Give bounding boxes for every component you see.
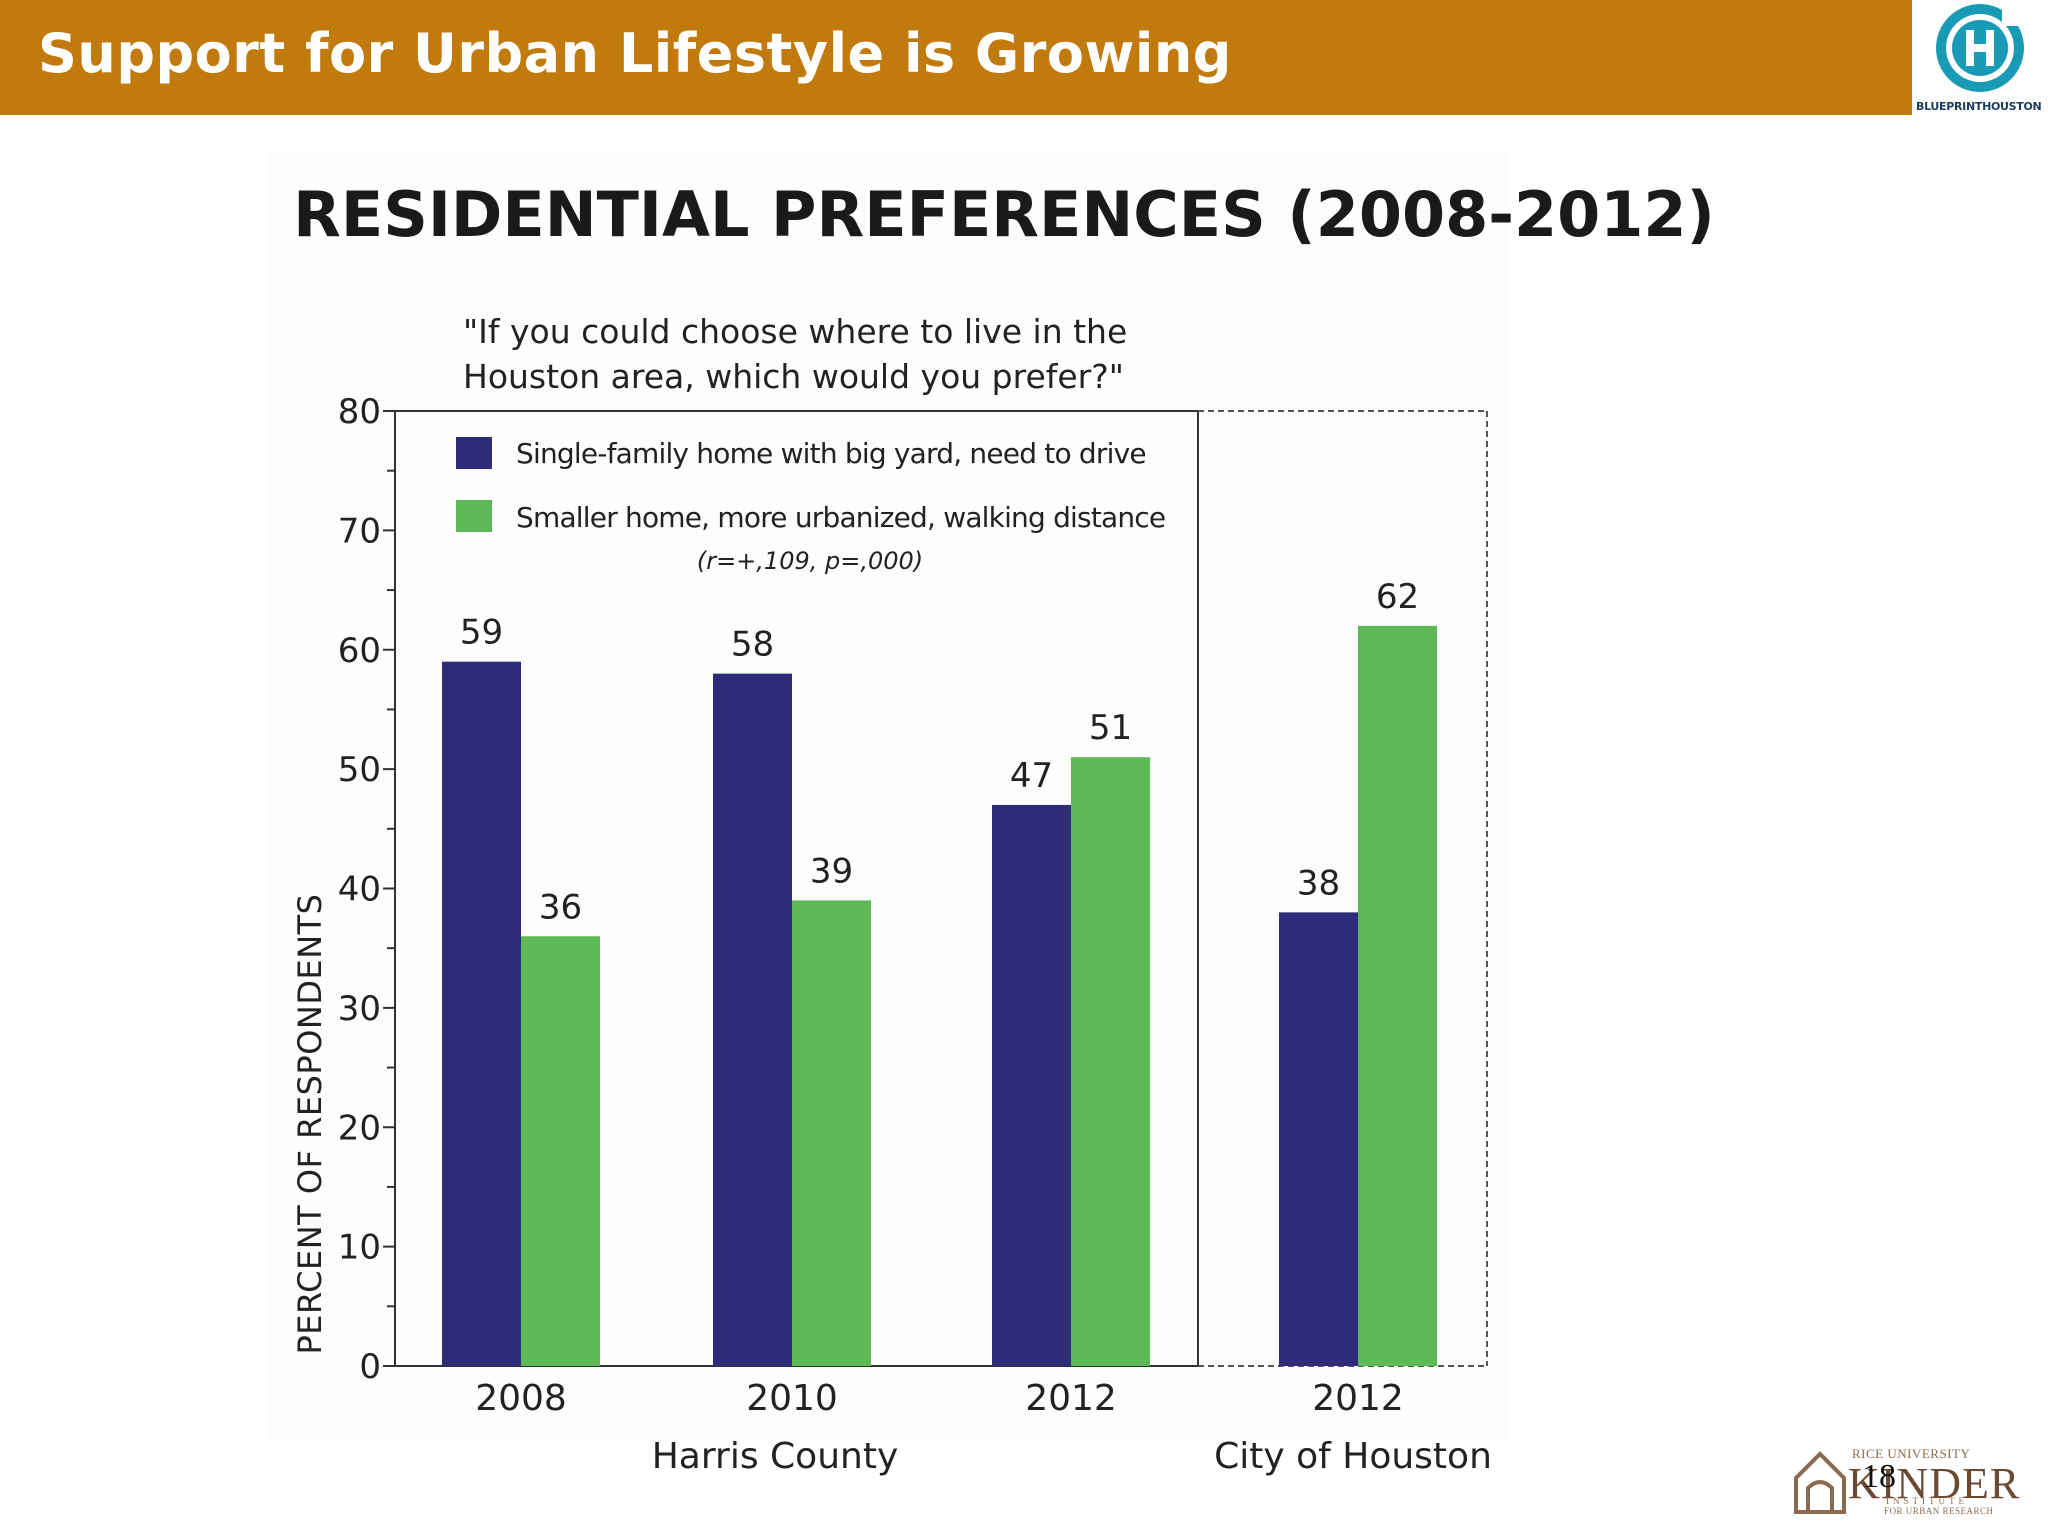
group-label-city-of-houston: City of Houston	[1214, 1436, 1492, 1477]
header-bar: Support for Urban Lifestyle is Growing	[0, 0, 1912, 115]
x-axis: 2008 2010 2012 2012 Harris County City of Hou…	[475, 1378, 1492, 1477]
data-label-series-1-cat-3: 62	[1376, 577, 1419, 617]
legend-swatch-single-family	[456, 437, 492, 469]
x-tick-label-3: 2012	[1312, 1378, 1404, 1419]
x-tick-label-1: 2010	[746, 1378, 838, 1419]
group-label-harris-county: Harris County	[652, 1436, 899, 1477]
data-label-series-1-cat-0: 36	[539, 887, 582, 927]
bar-series-0-cat-0	[442, 661, 521, 1366]
y-tick-label-80: 80	[338, 392, 381, 432]
x-tick-label-2: 2012	[1025, 1378, 1117, 1419]
chart-title: RESIDENTIAL PREFERENCES (2008-2012)	[293, 178, 1715, 251]
logo-caption: BLUEPRINTHOUSTON	[1916, 100, 2042, 113]
blueprint-h-icon	[1936, 4, 2024, 92]
kinder-main-text: KINDER	[1848, 1459, 2021, 1508]
kinder-institute-logo	[1790, 1440, 2010, 1520]
y-tick-label-0: 0	[359, 1347, 381, 1387]
y-tick-label-40: 40	[338, 870, 381, 910]
legend-label-smaller-home: Smaller home, more urbanized, walking di…	[516, 501, 1165, 534]
bar-series-0-cat-1	[713, 673, 792, 1366]
kinder-sub-text: INSTITUTE	[1886, 1496, 1968, 1506]
legend: Single-family home with big yard, need t…	[456, 437, 1166, 575]
data-label-series-1-cat-2: 51	[1089, 708, 1132, 748]
chart-annotation: (r=+,109, p=,000)	[697, 547, 923, 575]
y-tick-label-20: 20	[338, 1108, 381, 1148]
legend-label-single-family: Single-family home with big yard, need t…	[516, 437, 1146, 470]
blueprint-houston-logo	[1912, 0, 2048, 115]
y-tick-label-60: 60	[338, 631, 381, 671]
y-tick-label-50: 50	[338, 750, 381, 790]
x-tick-label-0: 2008	[475, 1378, 567, 1419]
data-label-series-0-cat-1: 58	[731, 625, 774, 665]
data-label-series-0-cat-3: 38	[1297, 863, 1340, 903]
data-label-series-0-cat-2: 47	[1010, 756, 1053, 796]
slide-title: Support for Urban Lifestyle is Growing	[38, 22, 1232, 85]
page-number: 18	[1862, 1458, 1896, 1495]
y-axis-label: PERCENT OF RESPONDENTS	[291, 894, 329, 1355]
chart-subtitle-line-1: "If you could choose where to live in th…	[463, 312, 1127, 351]
kinder-top-text: RICE UNIVERSITY	[1852, 1446, 1971, 1461]
bar-series-1-cat-3	[1358, 625, 1437, 1366]
bars-group: 59 36 58 39 47 51 38 62	[442, 577, 1437, 1366]
bar-series-1-cat-2	[1071, 757, 1150, 1366]
data-label-series-0-cat-0: 59	[460, 613, 503, 653]
data-label-series-1-cat-1: 39	[810, 851, 853, 891]
kinder-sub2-text: FOR URBAN RESEARCH	[1884, 1506, 1994, 1516]
legend-swatch-smaller-home	[456, 500, 492, 532]
kinder-building-icon	[1794, 1451, 1846, 1514]
y-tick-label-30: 30	[338, 989, 381, 1029]
bar-series-0-cat-2	[992, 804, 1071, 1366]
bar-series-1-cat-1	[792, 900, 871, 1366]
y-tick-label-10: 10	[338, 1228, 381, 1268]
y-tick-label-70: 70	[338, 511, 381, 551]
bar-series-0-cat-3	[1279, 912, 1358, 1366]
y-axis: 0 10 20 30 40 50 60 70 80	[338, 392, 395, 1387]
bar-series-1-cat-0	[521, 936, 600, 1366]
chart-subtitle-line-2: Houston area, which would you prefer?"	[463, 357, 1124, 396]
